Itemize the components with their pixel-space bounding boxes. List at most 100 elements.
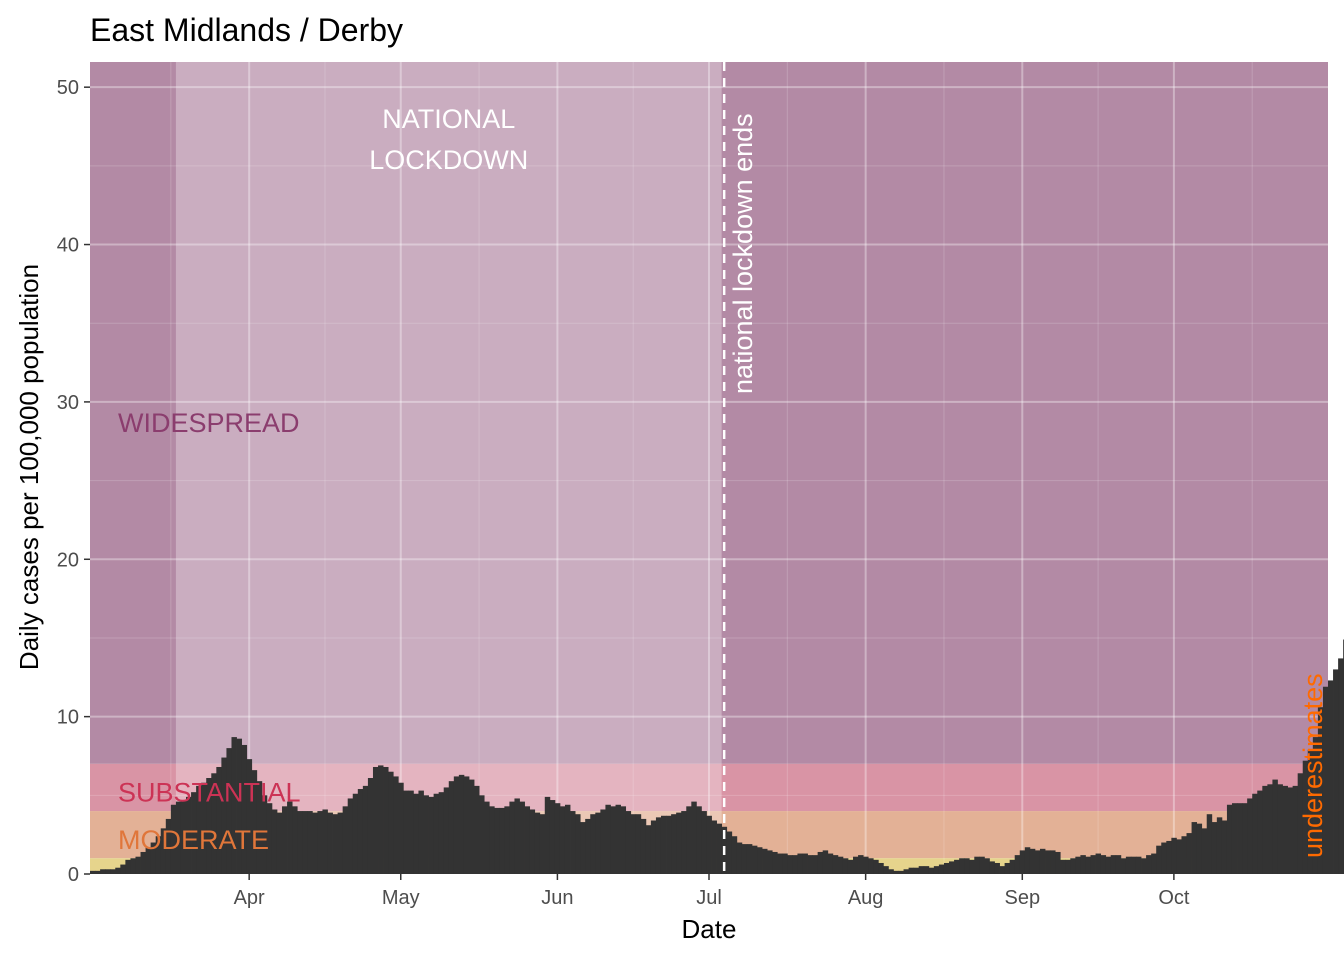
bar (1029, 848, 1036, 874)
bar (1287, 787, 1294, 874)
bar (1171, 837, 1177, 874)
bar (428, 796, 435, 874)
bar (969, 859, 975, 874)
bar (1151, 853, 1157, 874)
bar (605, 804, 611, 874)
bar (1075, 856, 1081, 874)
underestimates-label: underestimates (1298, 673, 1328, 858)
bar (822, 850, 829, 874)
bar (1090, 855, 1096, 874)
x-tick-label: Jun (541, 887, 573, 909)
bar (933, 866, 940, 874)
bar (676, 812, 682, 874)
bar (256, 781, 263, 874)
bar (105, 869, 111, 874)
bar (463, 776, 470, 874)
bar (1055, 851, 1061, 874)
band-label-widespread: WIDESPREAD (118, 408, 300, 438)
y-axis-title: Daily cases per 100,000 population (14, 264, 44, 670)
bar (413, 793, 419, 874)
bar (1065, 859, 1071, 874)
lockdown-label-line2: LOCKDOWN (369, 145, 528, 175)
bar (155, 836, 162, 874)
band-substantial (90, 763, 1328, 812)
bar (544, 796, 551, 874)
band-label-substantial: SUBSTANTIAL (118, 778, 301, 808)
y-tick-label: 40 (57, 235, 79, 257)
bar (792, 855, 798, 874)
bar (888, 869, 894, 874)
bar (307, 811, 313, 874)
bar (660, 815, 667, 874)
bar (711, 820, 717, 874)
bar (1317, 707, 1324, 874)
bar (448, 781, 455, 874)
bar (913, 867, 920, 874)
bar (216, 766, 222, 874)
bar (681, 811, 687, 874)
bar (241, 744, 248, 874)
bar (635, 814, 642, 874)
bar (590, 814, 596, 874)
bar (378, 765, 384, 874)
x-tick-label: Apr (234, 887, 265, 909)
bar (640, 818, 647, 874)
bar (115, 867, 121, 874)
axes: 0 10 20 30 40 50 Apr May Jun Jul Aug Sep Oct (57, 77, 1190, 909)
bar (559, 806, 566, 874)
bar (817, 851, 824, 874)
bar (610, 806, 616, 874)
bar (332, 814, 338, 874)
bar (231, 737, 237, 874)
bar (170, 804, 177, 874)
bar (908, 867, 915, 874)
bar (1156, 845, 1162, 874)
bar (1141, 858, 1147, 874)
bar (782, 853, 788, 874)
bar (984, 858, 990, 874)
bar (731, 836, 738, 874)
bar (928, 867, 935, 874)
bar (1201, 828, 1208, 874)
bar (863, 856, 869, 874)
bar (1110, 855, 1117, 874)
bar (837, 856, 844, 874)
bar (236, 738, 242, 874)
bar (1080, 855, 1086, 874)
bar (570, 811, 576, 874)
band-label-moderate: MODERATE (118, 825, 269, 855)
bar (246, 759, 253, 874)
bar (1242, 803, 1248, 874)
bar (453, 776, 460, 874)
bar (509, 801, 515, 874)
bar (1302, 760, 1309, 874)
bar (762, 848, 768, 874)
bar (1105, 856, 1112, 874)
y-tick-label: 0 (68, 864, 79, 886)
bar (519, 801, 525, 874)
bar (954, 859, 960, 874)
bar (802, 853, 808, 874)
bar (595, 812, 601, 874)
bar (1161, 842, 1167, 874)
bar (878, 862, 884, 874)
bar (130, 858, 136, 874)
bar (1312, 737, 1319, 874)
bar (180, 800, 187, 874)
bar (534, 812, 541, 874)
bar (529, 809, 536, 874)
bar (979, 856, 985, 874)
x-axis-title: Date (682, 914, 737, 944)
bar (160, 828, 167, 874)
bar (514, 798, 520, 874)
bar (226, 748, 232, 874)
bar (1322, 686, 1329, 874)
bar (1297, 773, 1304, 874)
bar (620, 806, 627, 874)
bar (564, 804, 571, 874)
bar (474, 785, 480, 874)
bar (266, 803, 273, 874)
band-labels: WIDESPREAD SUBSTANTIAL MODERATE (118, 408, 301, 855)
bar (994, 862, 1000, 874)
